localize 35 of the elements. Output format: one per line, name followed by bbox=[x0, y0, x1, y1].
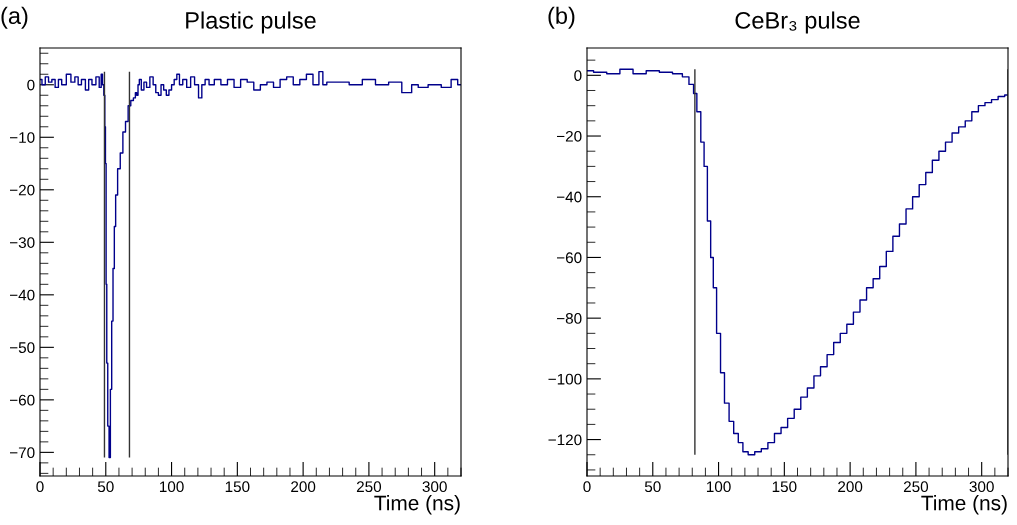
y-tick-label: −20 bbox=[556, 130, 582, 142]
y-tick-label: −30 bbox=[9, 237, 35, 248]
x-tick-label: 0 bbox=[36, 481, 44, 493]
x-tick-label: 100 bbox=[706, 481, 731, 493]
x-axis-title: Time (ns) bbox=[374, 495, 460, 515]
y-tick-label: −40 bbox=[9, 289, 35, 301]
y-tick-label: −100 bbox=[548, 373, 582, 385]
x-tick-label: 100 bbox=[159, 481, 184, 493]
x-tick-label: 250 bbox=[356, 481, 382, 493]
text: (a) bbox=[1, 6, 28, 29]
chart-title: Plastic pulse bbox=[186, 11, 316, 34]
x-axis-title: Time (ns) bbox=[921, 495, 1007, 515]
y-tick-label: −80 bbox=[556, 313, 582, 324]
y-tick-label: −70 bbox=[9, 447, 35, 459]
y-tick-label: −40 bbox=[556, 191, 582, 203]
x-tick-label: 50 bbox=[644, 481, 661, 493]
y-tick-label: −120 bbox=[548, 434, 582, 446]
x-tick-label: 300 bbox=[969, 481, 994, 493]
y-tick-label: −60 bbox=[9, 394, 35, 406]
x-tick-label: 300 bbox=[422, 481, 447, 493]
x-tick-label: 150 bbox=[772, 481, 797, 493]
text: (b) bbox=[548, 6, 575, 29]
x-tick-label: 200 bbox=[838, 481, 863, 493]
x-tick-label: 0 bbox=[583, 481, 591, 493]
x-tick-label: 50 bbox=[97, 481, 114, 493]
chart-title: CeBr₃ pulse bbox=[735, 11, 860, 34]
y-tick-label: −10 bbox=[9, 132, 35, 143]
y-tick-label: −60 bbox=[556, 252, 582, 264]
x-tick-label: 250 bbox=[903, 481, 929, 493]
y-tick-label: −20 bbox=[9, 184, 35, 196]
y-tick-label: −50 bbox=[9, 342, 35, 354]
y-tick-label: 0 bbox=[574, 70, 582, 82]
x-tick-label: 150 bbox=[225, 481, 250, 493]
y-tick-label: 0 bbox=[27, 79, 35, 91]
x-tick-label: 200 bbox=[291, 481, 316, 493]
